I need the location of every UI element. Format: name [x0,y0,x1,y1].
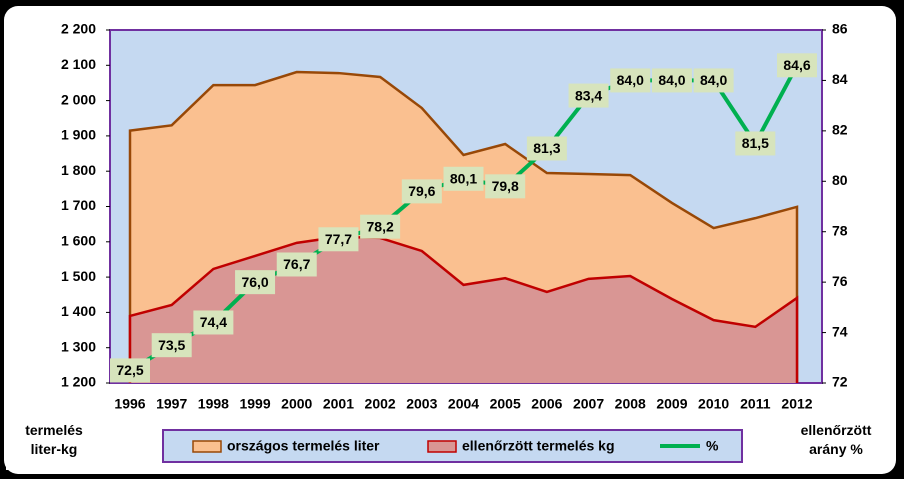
x-tick-label: 2004 [448,396,479,412]
x-tick-label: 2007 [573,396,604,412]
data-label-box [151,333,192,358]
data-label-box [568,83,609,108]
data-label: 81,3 [533,140,560,156]
x-tick-label: 2001 [323,396,354,412]
data-label-box [777,53,817,78]
y-tick-label: 1 200 [61,374,96,390]
data-label-box [235,270,276,295]
y2-tick-label: 78 [832,222,848,238]
area-line [128,70,799,383]
data-label: 83,4 [575,87,602,103]
y-tick-label: 1 500 [61,268,96,284]
data-label: 72,5 [116,362,143,378]
data-label: 73,5 [158,337,185,353]
y2-tick-label: 76 [832,273,848,289]
data-label-box [693,68,734,93]
data-label: 84,0 [617,72,644,88]
data-label-box [735,131,776,156]
data-label: 76,0 [241,274,268,290]
data-label-box [110,358,150,383]
y-tick-label: 1 700 [61,197,96,213]
y2-tick-label: 74 [832,323,848,339]
ylabel-box [6,412,102,470]
y-tick-label: 1 400 [61,303,96,319]
data-label-box [485,174,526,199]
data-label: 84,0 [658,72,685,88]
data-label-box [526,136,567,161]
x-tick-label: 2012 [781,396,812,412]
y-tick-label: 2 000 [61,91,96,107]
data-label-box [651,68,692,93]
x-tick-label: 2011 [740,396,771,412]
y2-tick-label: 84 [832,71,848,87]
x-tick-label: 2005 [490,396,521,412]
data-label: 79,6 [408,183,435,199]
legend-label: ellenőrzött termelés kg [462,438,615,454]
y-tick-label: 1 600 [61,233,96,249]
data-label: 76,7 [283,256,310,272]
data-label-box [276,252,317,277]
data-label-box [401,179,442,204]
data-label-box [360,214,401,239]
y2-tick-label: 72 [832,374,848,390]
y2-axis-title: ellenőrzött arány % [801,422,872,457]
y-tick-label: 2 200 [61,21,96,37]
x-tick-label: 1997 [156,396,187,412]
data-label: 78,2 [367,218,394,234]
data-label-box [610,68,651,93]
data-label: 84,0 [700,72,727,88]
y2-tick-label: 86 [832,21,848,37]
data-label: 84,6 [783,57,810,73]
legend-label: országos termelés liter [227,438,380,454]
x-tick-label: 1996 [114,396,145,412]
x-tick-label: 2008 [615,396,646,412]
data-label: 80,1 [450,170,477,186]
x-tick-label: 2010 [698,396,729,412]
data-label: 79,8 [492,178,519,194]
x-tick-label: 2006 [531,396,562,412]
legend-swatch [427,440,457,453]
x-tick-label: 2002 [365,396,396,412]
legend-label: % [706,438,719,454]
y-tick-label: 1 900 [61,127,96,143]
data-label-box [193,310,234,335]
x-tick-label: 2003 [406,396,437,412]
y2-tick-label: 80 [832,172,848,188]
data-label-box [318,227,359,252]
y-tick-label: 1 800 [61,162,96,178]
data-label: 81,5 [742,135,769,151]
data-label-box [443,166,484,191]
x-tick-label: 2009 [656,396,687,412]
x-tick-label: 1999 [239,396,270,412]
y-axis-title: termelés liter-kg [25,422,83,457]
x-tick-label: 2000 [281,396,312,412]
legend-swatch [192,440,222,453]
x-tick-label: 1998 [198,396,229,412]
data-label: 74,4 [200,314,227,330]
y-tick-label: 1 300 [61,338,96,354]
y2-tick-label: 82 [832,122,848,138]
data-label: 77,7 [325,231,352,247]
y-tick-label: 2 100 [61,56,96,72]
area-line [128,235,799,383]
